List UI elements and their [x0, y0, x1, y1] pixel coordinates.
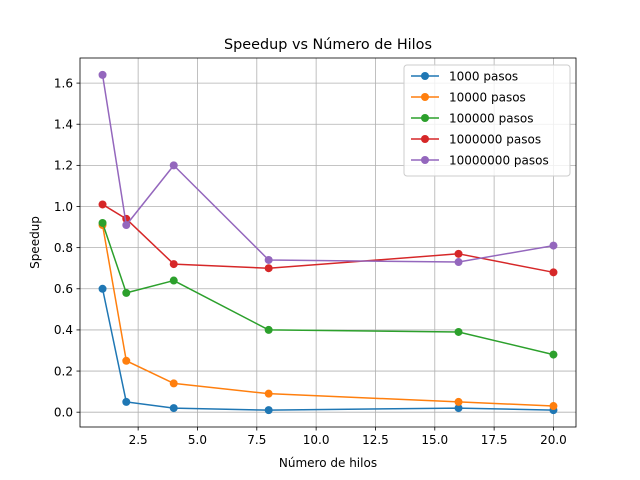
x-tick-label: 7.5: [247, 433, 266, 447]
data-point-100000-pasos: [549, 350, 558, 359]
y-tick-label: 0.0: [54, 405, 73, 419]
data-point-1000000-pasos: [98, 200, 107, 209]
legend-marker: [421, 135, 429, 143]
y-axis-label: Speedup: [28, 216, 42, 269]
data-point-1000-pasos: [169, 404, 178, 413]
data-point-1000000-pasos: [454, 249, 463, 258]
data-point-100000-pasos: [98, 218, 107, 227]
data-point-10000000-pasos: [454, 258, 463, 267]
x-tick-label: 15.0: [421, 433, 448, 447]
y-tick-label: 1.2: [54, 159, 73, 173]
series-10000000-pasos: [98, 70, 558, 267]
data-point-100000-pasos: [264, 325, 273, 334]
x-tick-label: 2.5: [129, 433, 148, 447]
data-point-100000-pasos: [122, 288, 131, 297]
series-line-10000000-pasos: [101, 74, 554, 263]
data-point-10000-pasos: [122, 356, 131, 365]
data-point-10000-pasos: [454, 397, 463, 406]
data-point-1000000-pasos: [169, 260, 178, 269]
y-tick-label: 0.8: [54, 241, 73, 255]
plot-frame: [79, 57, 577, 428]
data-point-100000-pasos: [454, 327, 463, 336]
legend-marker: [421, 156, 429, 164]
legend-marker: [421, 93, 429, 101]
data-point-10000000-pasos: [264, 255, 273, 264]
legend-item-1000000-pasos: 1000000 pasos: [411, 132, 541, 146]
x-tick-label: 10.0: [303, 433, 330, 447]
data-point-10000000-pasos: [122, 221, 131, 230]
x-tick-label: 12.5: [362, 433, 389, 447]
y-tick-label: 0.2: [54, 364, 73, 378]
legend-item-10000-pasos: 10000 pasos: [411, 90, 526, 104]
series-line-10000-pasos: [101, 224, 554, 407]
data-point-10000-pasos: [169, 379, 178, 388]
series-100000-pasos: [98, 218, 558, 359]
data-point-10000-pasos: [549, 402, 558, 411]
y-tick-label: 1.0: [54, 200, 73, 214]
legend-item-1000-pasos: 1000 pasos: [411, 69, 518, 83]
data-point-10000000-pasos: [98, 70, 107, 79]
legend-item-100000-pasos: 100000 pasos: [411, 111, 533, 125]
chart-title: Speedup vs Número de Hilos: [224, 37, 432, 53]
legend-label: 10000000 pasos: [449, 153, 549, 167]
data-point-1000-pasos: [264, 406, 273, 415]
x-tick-label: 5.0: [188, 433, 207, 447]
y-tick-label: 0.4: [54, 323, 73, 337]
data-point-1000-pasos: [122, 397, 131, 406]
legend-box: [403, 64, 571, 177]
y-tick-label: 1.4: [54, 118, 73, 132]
data-point-10000000-pasos: [169, 161, 178, 170]
legend-item-10000000-pasos: 10000000 pasos: [411, 153, 549, 167]
series-layer: [98, 70, 558, 415]
legend-label: 10000 pasos: [449, 90, 526, 104]
y-tick-label: 0.6: [54, 282, 73, 296]
x-tick-label: 20.0: [540, 433, 567, 447]
legend-marker: [421, 114, 429, 122]
legend-label: 100000 pasos: [449, 111, 533, 125]
data-point-1000-pasos: [454, 404, 463, 413]
series-line-100000-pasos: [101, 222, 554, 356]
data-point-10000-pasos: [264, 389, 273, 398]
legend-marker: [421, 72, 429, 80]
series-line-1000-pasos: [101, 288, 554, 411]
x-tick-label: 17.5: [481, 433, 508, 447]
legend-label: 1000000 pasos: [449, 132, 541, 146]
data-point-1000000-pasos: [549, 268, 558, 277]
data-point-1000-pasos: [98, 284, 107, 293]
ticks: 2.5 5.0 7.5 10.0 12.5 15.0 17.5 20.0 0.0 0.2 0.4 0.…: [54, 76, 567, 447]
legend: 1000 pasos 10000 pasos 100000 pasos 1000000…: [403, 64, 571, 177]
legend-label: 1000 pasos: [449, 69, 518, 83]
series-line-1000000-pasos: [102, 203, 554, 274]
data-point-100000-pasos: [169, 276, 178, 285]
y-tick-label: 1.6: [54, 76, 73, 90]
data-point-10000000-pasos: [549, 241, 558, 250]
x-axis-label: Número de hilos: [279, 456, 377, 470]
data-point-1000000-pasos: [264, 264, 273, 273]
